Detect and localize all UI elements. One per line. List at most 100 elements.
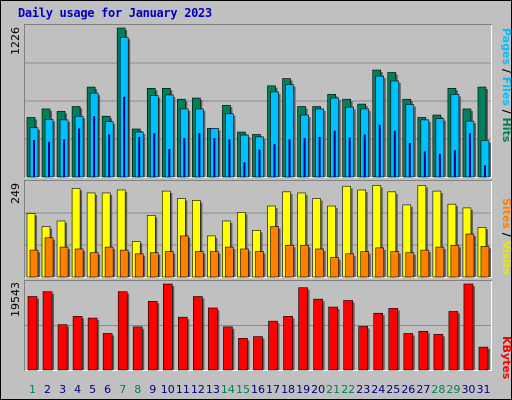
chart-title: Daily usage for January 2023 <box>18 6 212 20</box>
x-tick-label: 24 <box>371 383 385 396</box>
kbytes-bar <box>298 287 308 371</box>
sites-bar <box>240 248 249 278</box>
sites-bar <box>164 251 174 278</box>
sites-bar <box>119 249 129 278</box>
sites-bar <box>225 246 234 278</box>
sites-bar <box>195 251 204 278</box>
kbytes-bar <box>162 283 173 371</box>
sites-bar <box>360 251 370 278</box>
pages-bar <box>348 137 351 177</box>
x-tick-label: 19 <box>296 383 310 396</box>
x-tick-label: 1 <box>29 383 36 396</box>
sites-bar <box>180 235 189 278</box>
kbytes-bar <box>57 324 68 371</box>
x-tick-label: 11 <box>176 383 190 396</box>
x-tick-label: 30 <box>461 383 475 396</box>
kbytes-bar <box>72 316 83 371</box>
sites-bar <box>480 246 490 278</box>
pages-bar <box>213 138 216 177</box>
pages-bar <box>393 130 396 177</box>
kbytes-bar <box>193 296 203 371</box>
legend-visits: Visits <box>500 241 512 276</box>
kbytes-bar <box>478 346 489 371</box>
pages-bar <box>483 165 486 177</box>
x-tick-label: 27 <box>416 383 430 396</box>
kbytes-bar <box>418 330 429 371</box>
pages-bar <box>183 138 186 177</box>
legend-labels: Pages / Files / Hits Sites / Visits KByt… <box>500 28 512 380</box>
x-tick-label: 21 <box>326 383 340 396</box>
kbytes-bar <box>117 291 128 371</box>
sites-bar <box>420 249 430 278</box>
kbytes-bar <box>463 283 474 371</box>
sites-bar <box>405 252 415 278</box>
y-axis-labels: 1226 249 19543 <box>9 27 22 317</box>
y-max-label-visits: 249 <box>9 183 22 204</box>
x-tick-label: 29 <box>446 383 460 396</box>
x-axis-labels: 1 2 3 4 5 6 7 8 9 10 11 12 13 14 15 16 17 18 19 20 21 22 23 24 2… <box>29 383 490 396</box>
kbytes-bar <box>42 291 53 371</box>
pages-bar <box>423 151 426 177</box>
pages-bar <box>333 130 336 177</box>
sites-bar <box>74 248 84 278</box>
sites-bar <box>210 251 219 278</box>
kbytes-bar <box>388 308 399 371</box>
sites-bar <box>285 244 294 278</box>
x-tick-label: 5 <box>89 383 96 396</box>
pages-bar <box>93 116 96 177</box>
x-tick-label: 4 <box>74 383 81 396</box>
sites-bar <box>465 233 475 278</box>
sites-bar <box>375 247 385 278</box>
legend-kbytes-label: KBytes <box>500 336 512 380</box>
sites-bar <box>435 246 445 278</box>
pages-bar <box>63 139 66 177</box>
kbytes-bar <box>27 296 38 371</box>
kbytes-bar <box>208 307 218 371</box>
kbytes-bar <box>403 333 414 371</box>
x-tick-label: 8 <box>134 383 141 396</box>
x-tick-label: 23 <box>356 383 370 396</box>
pages-bar <box>123 96 126 177</box>
x-tick-label: 7 <box>119 383 126 396</box>
x-tick-label: 31 <box>476 383 490 396</box>
legend-sites-visits: Sites / Visits <box>500 198 512 275</box>
pages-bar <box>228 139 231 177</box>
kbytes-bar <box>268 320 278 371</box>
y-max-label-kbytes: 19543 <box>9 282 22 317</box>
pages-bar <box>168 149 171 177</box>
x-tick-label: 3 <box>59 383 66 396</box>
pages-bar <box>288 139 291 177</box>
sites-bar <box>315 248 324 278</box>
kbytes-bar <box>433 334 444 371</box>
sites-bar <box>255 251 264 278</box>
sites-bar <box>29 249 39 278</box>
pages-bar <box>363 134 366 177</box>
kbytes-bar <box>102 333 113 371</box>
legend-hits: Hits <box>500 118 512 143</box>
chart-bars <box>26 27 491 371</box>
pages-bar <box>33 139 35 177</box>
x-tick-label: 17 <box>266 383 280 396</box>
y-max-label-hits: 1226 <box>9 27 22 55</box>
sites-bar <box>89 252 99 278</box>
pages-bar <box>273 144 276 177</box>
pages-bar <box>378 124 381 177</box>
x-tick-label: 2 <box>44 383 51 396</box>
pages-bar <box>48 141 51 177</box>
x-tick-label: 13 <box>206 383 220 396</box>
sites-bar <box>59 246 69 278</box>
kbytes-bar <box>343 300 353 371</box>
legend-pages: Pages <box>500 28 512 66</box>
x-tick-label: 26 <box>401 383 415 396</box>
x-tick-label: 22 <box>341 383 355 396</box>
x-tick-label: 25 <box>386 383 400 396</box>
pages-bar <box>108 134 111 177</box>
sites-bar <box>300 244 309 278</box>
pages-bar <box>258 149 261 177</box>
sites-bar <box>345 253 354 278</box>
pages-bar <box>303 138 306 177</box>
pages-bar <box>78 128 81 177</box>
pages-bar <box>198 133 201 177</box>
sites-bar <box>134 253 144 278</box>
x-tick-label: 15 <box>236 383 250 396</box>
